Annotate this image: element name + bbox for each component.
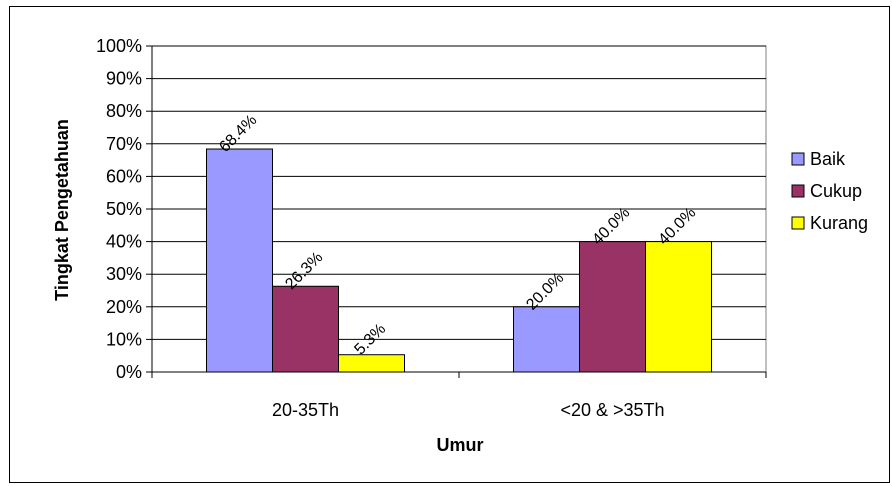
- y-tick-label: 20%: [106, 297, 142, 317]
- bar-baik-2: [513, 306, 580, 373]
- legend-label: Cukup: [810, 181, 862, 201]
- legend-label: Baik: [810, 149, 846, 169]
- bar-cukup-1: [272, 285, 339, 373]
- bars: [206, 148, 712, 373]
- legend-label: Kurang: [810, 213, 868, 233]
- legend: Baik Cukup Kurang: [788, 145, 884, 251]
- x-category-labels: 20-35Th <20 & >35Th: [272, 400, 665, 420]
- y-tick-label: 0%: [116, 362, 142, 382]
- y-tick-label: 90%: [106, 69, 142, 89]
- axes: [146, 45, 767, 378]
- bar-kurang-1: [338, 354, 405, 373]
- legend-swatch: [791, 184, 805, 198]
- y-tick-label: 70%: [106, 134, 142, 154]
- x-tick-label: 20-35Th: [272, 400, 339, 420]
- x-tick-label: <20 & >35Th: [560, 400, 664, 420]
- bar-baik-1: [206, 148, 273, 373]
- legend-swatch: [791, 152, 805, 166]
- y-tick-labels: 0% 10% 20% 30% 40% 50% 60% 70% 80% 90% 100%: [96, 36, 142, 382]
- y-tick-label: 60%: [106, 166, 142, 186]
- y-tick-label: 80%: [106, 101, 142, 121]
- bar-cukup-2: [579, 241, 646, 373]
- x-axis-title: Umur: [436, 435, 483, 455]
- y-tick-label: 10%: [106, 329, 142, 349]
- chart-frame: [9, 6, 890, 483]
- y-tick-label: 40%: [106, 232, 142, 252]
- legend-swatch: [791, 216, 805, 230]
- y-axis-title: Tingkat Pengetahuan: [52, 119, 72, 301]
- y-tick-label: 100%: [96, 36, 142, 56]
- y-tick-label: 50%: [106, 199, 142, 219]
- bar-kurang-2: [645, 241, 712, 373]
- y-tick-label: 30%: [106, 264, 142, 284]
